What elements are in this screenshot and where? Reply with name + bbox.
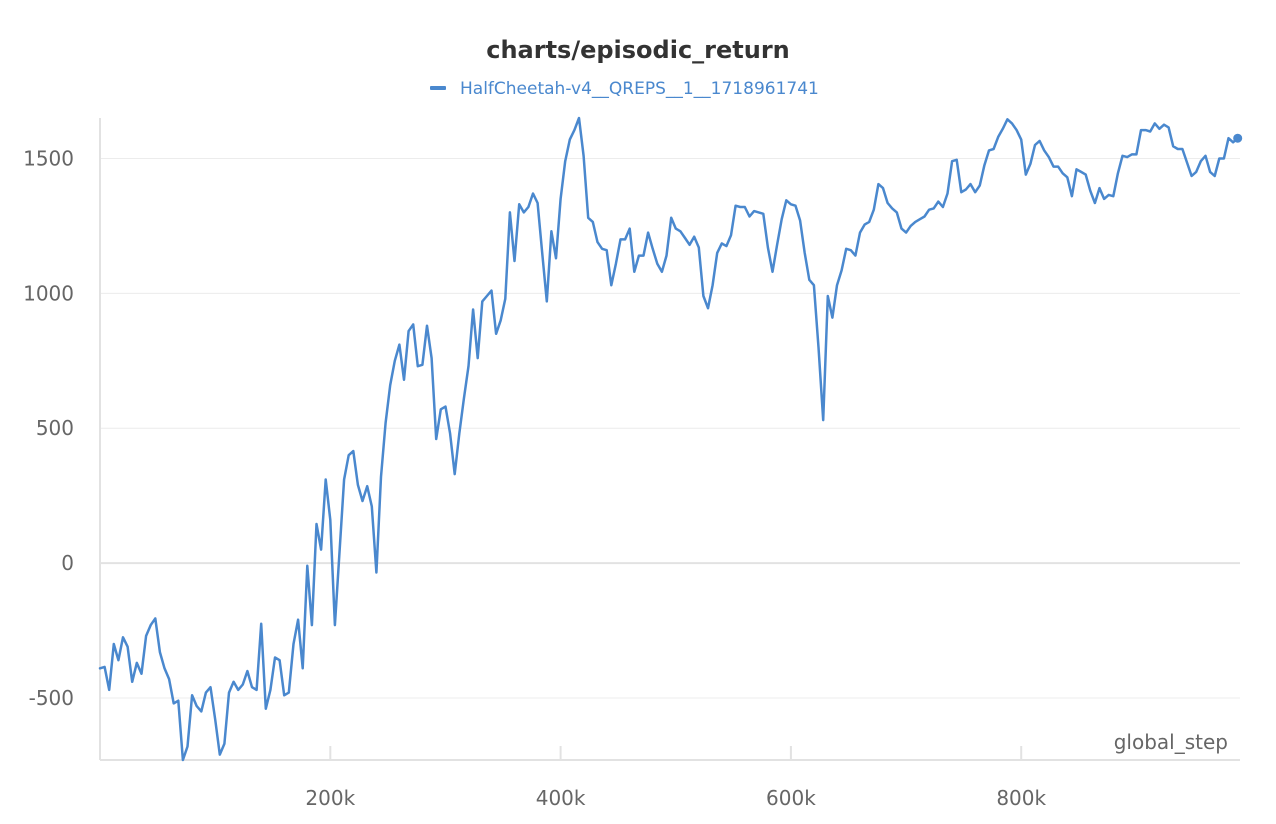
series-layer[interactable]	[98, 116, 1243, 762]
tick-labels: 200k 400k 600k 800k -500 0 500 1000 1500	[23, 146, 1046, 810]
series-end-point[interactable]	[1233, 133, 1243, 143]
gridlines	[100, 157, 1240, 699]
y-tick-label: 1500	[23, 146, 74, 170]
x-axis-title: global_step	[1114, 730, 1228, 754]
y-tick-label: 0	[61, 551, 74, 575]
x-tick-label: 400k	[536, 786, 586, 810]
chart-title: charts/episodic_return	[486, 36, 790, 64]
x-tick-label: 800k	[996, 786, 1046, 810]
legend-swatch	[430, 86, 446, 90]
series-line[interactable]	[98, 116, 1239, 762]
legend-label: HalfCheetah-v4__QREPS__1__1718961741	[460, 79, 819, 99]
x-tick-label: 200k	[305, 786, 355, 810]
y-tick-label: 1000	[23, 281, 74, 305]
axes	[99, 118, 1240, 761]
y-tick-label: 500	[36, 416, 74, 440]
legend[interactable]: HalfCheetah-v4__QREPS__1__1718961741	[430, 79, 819, 99]
y-tick-label: -500	[29, 686, 74, 710]
x-tick-label: 600k	[766, 786, 816, 810]
